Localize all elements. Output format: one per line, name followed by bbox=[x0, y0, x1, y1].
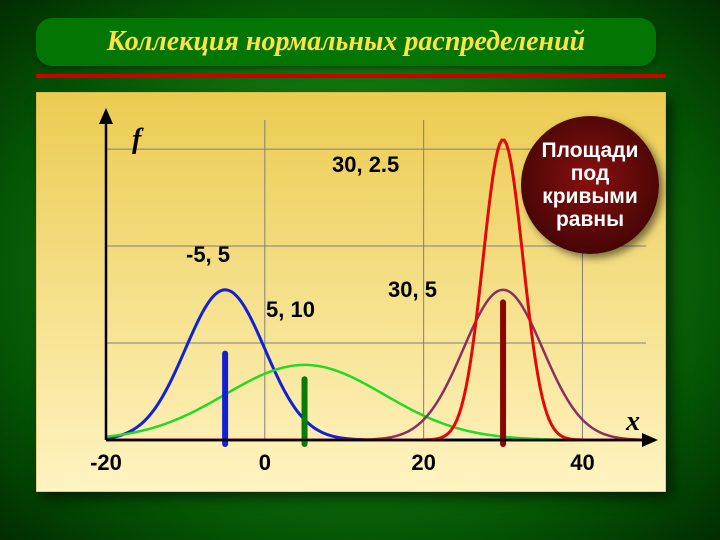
title-text: Коллекция нормальных распределений bbox=[56, 26, 636, 58]
x-tick-label: 0 bbox=[259, 450, 271, 475]
title-bar: Коллекция нормальных распределений bbox=[36, 18, 656, 66]
curve-label: 30, 2.5 bbox=[332, 152, 399, 177]
x-tick-label: 20 bbox=[411, 450, 435, 475]
equal-areas-badge: Площадиподкривымиравны bbox=[521, 116, 659, 254]
title-underline bbox=[36, 74, 666, 78]
x-tick-label: -20 bbox=[90, 450, 122, 475]
curve-label: 5, 10 bbox=[266, 297, 315, 322]
x-axis-label: x bbox=[625, 406, 640, 437]
curve-label: -5, 5 bbox=[186, 242, 230, 267]
x-tick-label: 40 bbox=[570, 450, 594, 475]
chart-panel: -2002040fx-5, 55, 1030, 530, 2.5 Площади… bbox=[36, 92, 666, 492]
slide-background: Коллекция нормальных распределений -20 0 2… bbox=[0, 0, 720, 540]
curve-label: 30, 5 bbox=[388, 277, 437, 302]
badge-text: Площадиподкривымиравны bbox=[542, 139, 639, 231]
